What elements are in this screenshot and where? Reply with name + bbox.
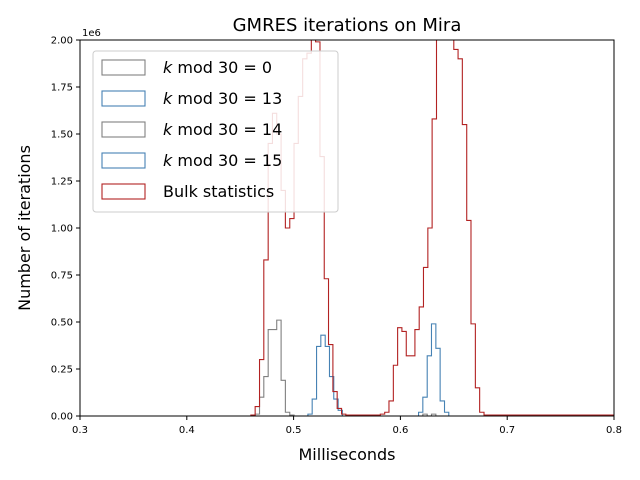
series-layer bbox=[250, 40, 614, 416]
legend-swatch bbox=[101, 183, 146, 200]
legend-entry-label: k mod 30 = 14 bbox=[163, 120, 282, 139]
series-line-2 bbox=[418, 413, 441, 416]
y-axis-ticks: 0.00 0.25 0.50 0.75 1.00 1.25 1.50 1.75 2.00 bbox=[51, 36, 80, 423]
y-tick-label: 0.00 bbox=[51, 412, 73, 423]
y-tick-label: 0.75 bbox=[51, 271, 73, 282]
legend-swatch bbox=[101, 90, 146, 107]
x-tick-label: 0.5 bbox=[286, 425, 302, 436]
y-tick-label: 1.75 bbox=[51, 83, 73, 94]
x-axis-label: Milliseconds bbox=[299, 445, 396, 464]
legend-entry-label: k mod 30 = 15 bbox=[163, 151, 282, 170]
y-tick-label: 0.50 bbox=[51, 318, 73, 329]
chart-title: GMRES iterations on Mira bbox=[233, 15, 462, 36]
series-line-4 bbox=[250, 40, 614, 416]
y-tick-label: 1.50 bbox=[51, 130, 73, 141]
y-axis-offset-label: 1e6 bbox=[82, 28, 101, 39]
series-line-0 bbox=[250, 319, 299, 416]
y-tick-label: 1.25 bbox=[51, 177, 73, 188]
x-tick-label: 0.3 bbox=[72, 425, 88, 436]
legend-entry-label: k mod 30 = 13 bbox=[163, 89, 282, 108]
x-tick-label: 0.4 bbox=[179, 425, 195, 436]
y-tick-label: 0.25 bbox=[51, 365, 73, 376]
x-tick-label: 0.6 bbox=[392, 425, 408, 436]
legend-swatch bbox=[101, 121, 146, 138]
x-tick-label: 0.8 bbox=[606, 425, 622, 436]
legend-frame bbox=[92, 50, 339, 213]
x-axis-ticks: 0.3 0.4 0.5 0.6 0.7 0.8 bbox=[72, 416, 622, 436]
y-axis-label: Number of iterations bbox=[15, 145, 34, 311]
x-tick-label: 0.7 bbox=[499, 425, 515, 436]
y-tick-label: 2.00 bbox=[51, 36, 73, 47]
legend-entry-label: Bulk statistics bbox=[163, 182, 274, 201]
series-line-1 bbox=[307, 334, 347, 416]
legend-entry-label: k mod 30 = 0 bbox=[163, 58, 272, 77]
legend-swatch bbox=[101, 59, 146, 76]
y-tick-label: 1.00 bbox=[51, 224, 73, 235]
series-line-3 bbox=[418, 323, 454, 416]
legend: k mod 30 = 0 k mod 30 = 13 k mod 30 = 14 k … bbox=[92, 50, 339, 213]
legend-swatch bbox=[101, 152, 146, 169]
